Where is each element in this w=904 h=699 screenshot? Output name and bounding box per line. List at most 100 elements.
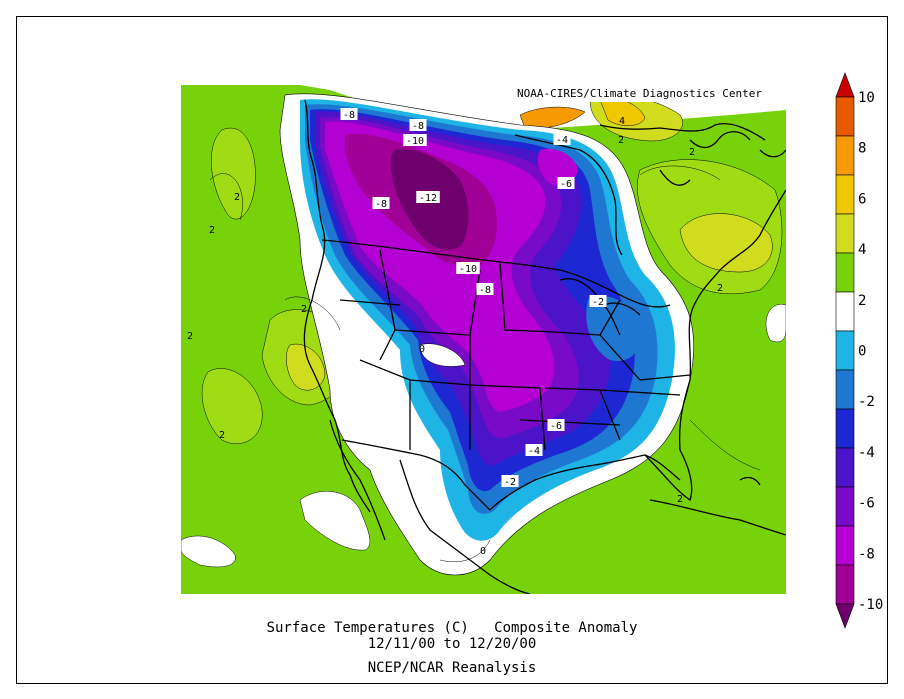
contour-label-layer: -8-8-10-12-8-4-6-10-8-2-6-4-242222222220… [187,108,723,557]
contour-label-text: -10 [459,264,477,275]
contour-label-text: 2 [187,331,193,342]
warm-core-california [286,343,326,391]
cold-core-midwest [497,336,551,392]
contour-label: 2 [209,225,215,236]
contour-label-text: 2 [717,283,723,294]
contour-label-text: -2 [504,477,516,488]
contour-label-text: -4 [528,446,540,457]
figure-frame [16,16,888,684]
colorbar-segment [835,525,855,566]
colorbar-segment [835,174,855,215]
contour-label-text: -12 [419,193,437,204]
contour-label-text: 2 [301,304,307,315]
colorbar-tick-label: 4 [858,242,866,258]
contour-label: -4 [553,133,571,146]
warm-patch-pacific [211,127,256,220]
colorbar-tick-label: -2 [858,394,875,410]
contour-label: -8 [372,197,390,210]
colorbar-tick-label: 2 [858,293,866,309]
colorbar-tip-max [835,72,855,98]
zero-patch-mexico [299,491,371,551]
colorbar-tick-label: -8 [858,546,875,562]
contour-label-text: 2 [677,494,683,505]
contour-label-text: 2 [234,192,240,203]
cold-patch-great-lakes [586,296,641,361]
contour-label: -4 [525,444,543,457]
zero-patch-colorado [419,343,466,367]
contour-label: 0 [419,344,425,355]
colorbar-tick-label: 10 [858,90,875,106]
colorbar-segment [835,252,855,293]
contour-label: -6 [557,177,575,190]
coastlines-and-borders [303,99,786,594]
contour-label: -8 [409,119,427,132]
credit-bg [512,84,784,102]
colorbar-segment [835,330,855,371]
contour-label: -8 [340,108,358,121]
colorbar-tick-label: -10 [858,597,883,613]
contour-label: 2 [234,192,240,203]
colorbar-tick-label: 8 [858,141,866,157]
contour-label: 2 [618,135,624,146]
colorbar-segment [835,135,855,176]
contour-label-text: -8 [412,121,424,132]
credit-text: NOAA-CIRES/Climate Diagnostics Center [517,87,762,100]
colorbar-tick-label: -6 [858,496,875,512]
contour-label-text: -6 [550,421,562,432]
contour-label-text: -6 [560,179,572,190]
colorbar-segment [835,564,855,605]
colorbar-tick-label: -4 [858,445,875,461]
colorbar-tick-label: 6 [858,191,866,207]
zero-patch-atlantic [765,304,786,343]
title-variable: Surface Temperatures (C) [266,620,469,636]
zero-patch-pacific [181,535,236,568]
warm-patch-baja [201,368,263,444]
contour-label: -10 [456,262,480,275]
colorbar: 10 8 6 4 2 0 -2 -4 -6 -8 -10 [835,72,883,629]
contour-label-text: 0 [419,344,425,355]
contour-label: -12 [416,191,440,204]
contour-label: 2 [689,147,695,158]
warm-core-east-canada [679,213,773,273]
colorbar-tip-min [835,603,855,629]
contour-label-text: -8 [479,285,491,296]
colorbar-segment [835,369,855,410]
contour-label: -8 [476,283,494,296]
contour-label-text: 2 [689,147,695,158]
contour-label: 4 [619,116,625,127]
contour-label: 2 [301,304,307,315]
contour-label: 0 [480,546,486,557]
plot-title-line1: Surface Temperatures (C) Composite Anoma… [0,620,904,636]
contour-label: -6 [547,419,565,432]
contour-label-text: -8 [375,199,387,210]
colorbar-segment [835,291,855,332]
title-dates: 12/11/00 to 12/20/00 [367,636,537,652]
contour-label-text: 2 [219,430,225,441]
title-type: Composite Anomaly [494,620,638,636]
contour-label: -2 [501,475,519,488]
colorbar-segment [835,447,855,488]
colorbar-segment [835,96,855,137]
contour-label: 2 [187,331,193,342]
contour-label-text: 0 [480,546,486,557]
contour-label-text: -8 [343,110,355,121]
title-source: NCEP/NCAR Reanalysis [367,660,537,676]
contour-label: -10 [403,134,427,147]
contour-label: 2 [219,430,225,441]
anomaly-map: -8-8-10-12-8-4-6-10-8-2-6-4-242222222220… [181,85,786,594]
contour-label-text: -10 [406,136,424,147]
contour-label-text: 2 [618,135,624,146]
cold-core-hudson [537,148,578,186]
contour-label-text: 4 [619,116,625,127]
contour-label: -2 [589,295,607,308]
colorbar-segment [835,408,855,449]
contour-label-text: -4 [556,135,568,146]
colorbar-tick-label: 0 [858,344,866,360]
contour-label-text: 2 [209,225,215,236]
contour-label: 2 [677,494,683,505]
contour-label: 2 [717,283,723,294]
contour-label-text: -2 [592,297,604,308]
colorbar-segment [835,213,855,254]
colorbar-segment [835,486,855,527]
